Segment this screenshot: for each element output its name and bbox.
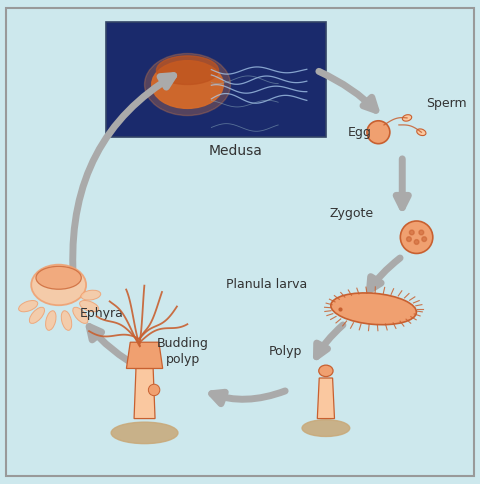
Text: Egg: Egg — [348, 126, 371, 139]
Circle shape — [400, 221, 433, 254]
Ellipse shape — [80, 301, 99, 312]
Circle shape — [414, 240, 419, 244]
Text: Ephyra: Ephyra — [80, 307, 123, 320]
Ellipse shape — [46, 311, 56, 331]
Text: Budding
polyp: Budding polyp — [157, 337, 209, 366]
Ellipse shape — [31, 265, 86, 305]
FancyBboxPatch shape — [107, 22, 326, 137]
Ellipse shape — [402, 115, 412, 121]
Circle shape — [409, 230, 414, 235]
Polygon shape — [317, 378, 335, 419]
Circle shape — [148, 384, 160, 395]
Ellipse shape — [152, 60, 223, 108]
Circle shape — [407, 237, 411, 242]
Ellipse shape — [61, 311, 72, 331]
Ellipse shape — [29, 307, 45, 323]
Circle shape — [367, 121, 390, 144]
Ellipse shape — [36, 266, 81, 289]
Ellipse shape — [81, 290, 101, 300]
Text: Zygote: Zygote — [329, 207, 373, 220]
Polygon shape — [126, 342, 163, 368]
Circle shape — [419, 230, 424, 235]
Ellipse shape — [319, 365, 333, 377]
Polygon shape — [134, 368, 155, 419]
Text: Planula larva: Planula larva — [226, 278, 307, 291]
Ellipse shape — [111, 422, 178, 444]
Ellipse shape — [144, 54, 230, 116]
Ellipse shape — [331, 293, 417, 325]
Ellipse shape — [73, 307, 88, 323]
Text: Polyp: Polyp — [269, 345, 302, 358]
Ellipse shape — [156, 56, 218, 85]
Ellipse shape — [19, 301, 38, 312]
Text: Medusa: Medusa — [208, 144, 262, 158]
Ellipse shape — [302, 420, 350, 437]
Ellipse shape — [417, 129, 426, 136]
Text: Sperm: Sperm — [426, 97, 467, 110]
Circle shape — [422, 237, 427, 242]
